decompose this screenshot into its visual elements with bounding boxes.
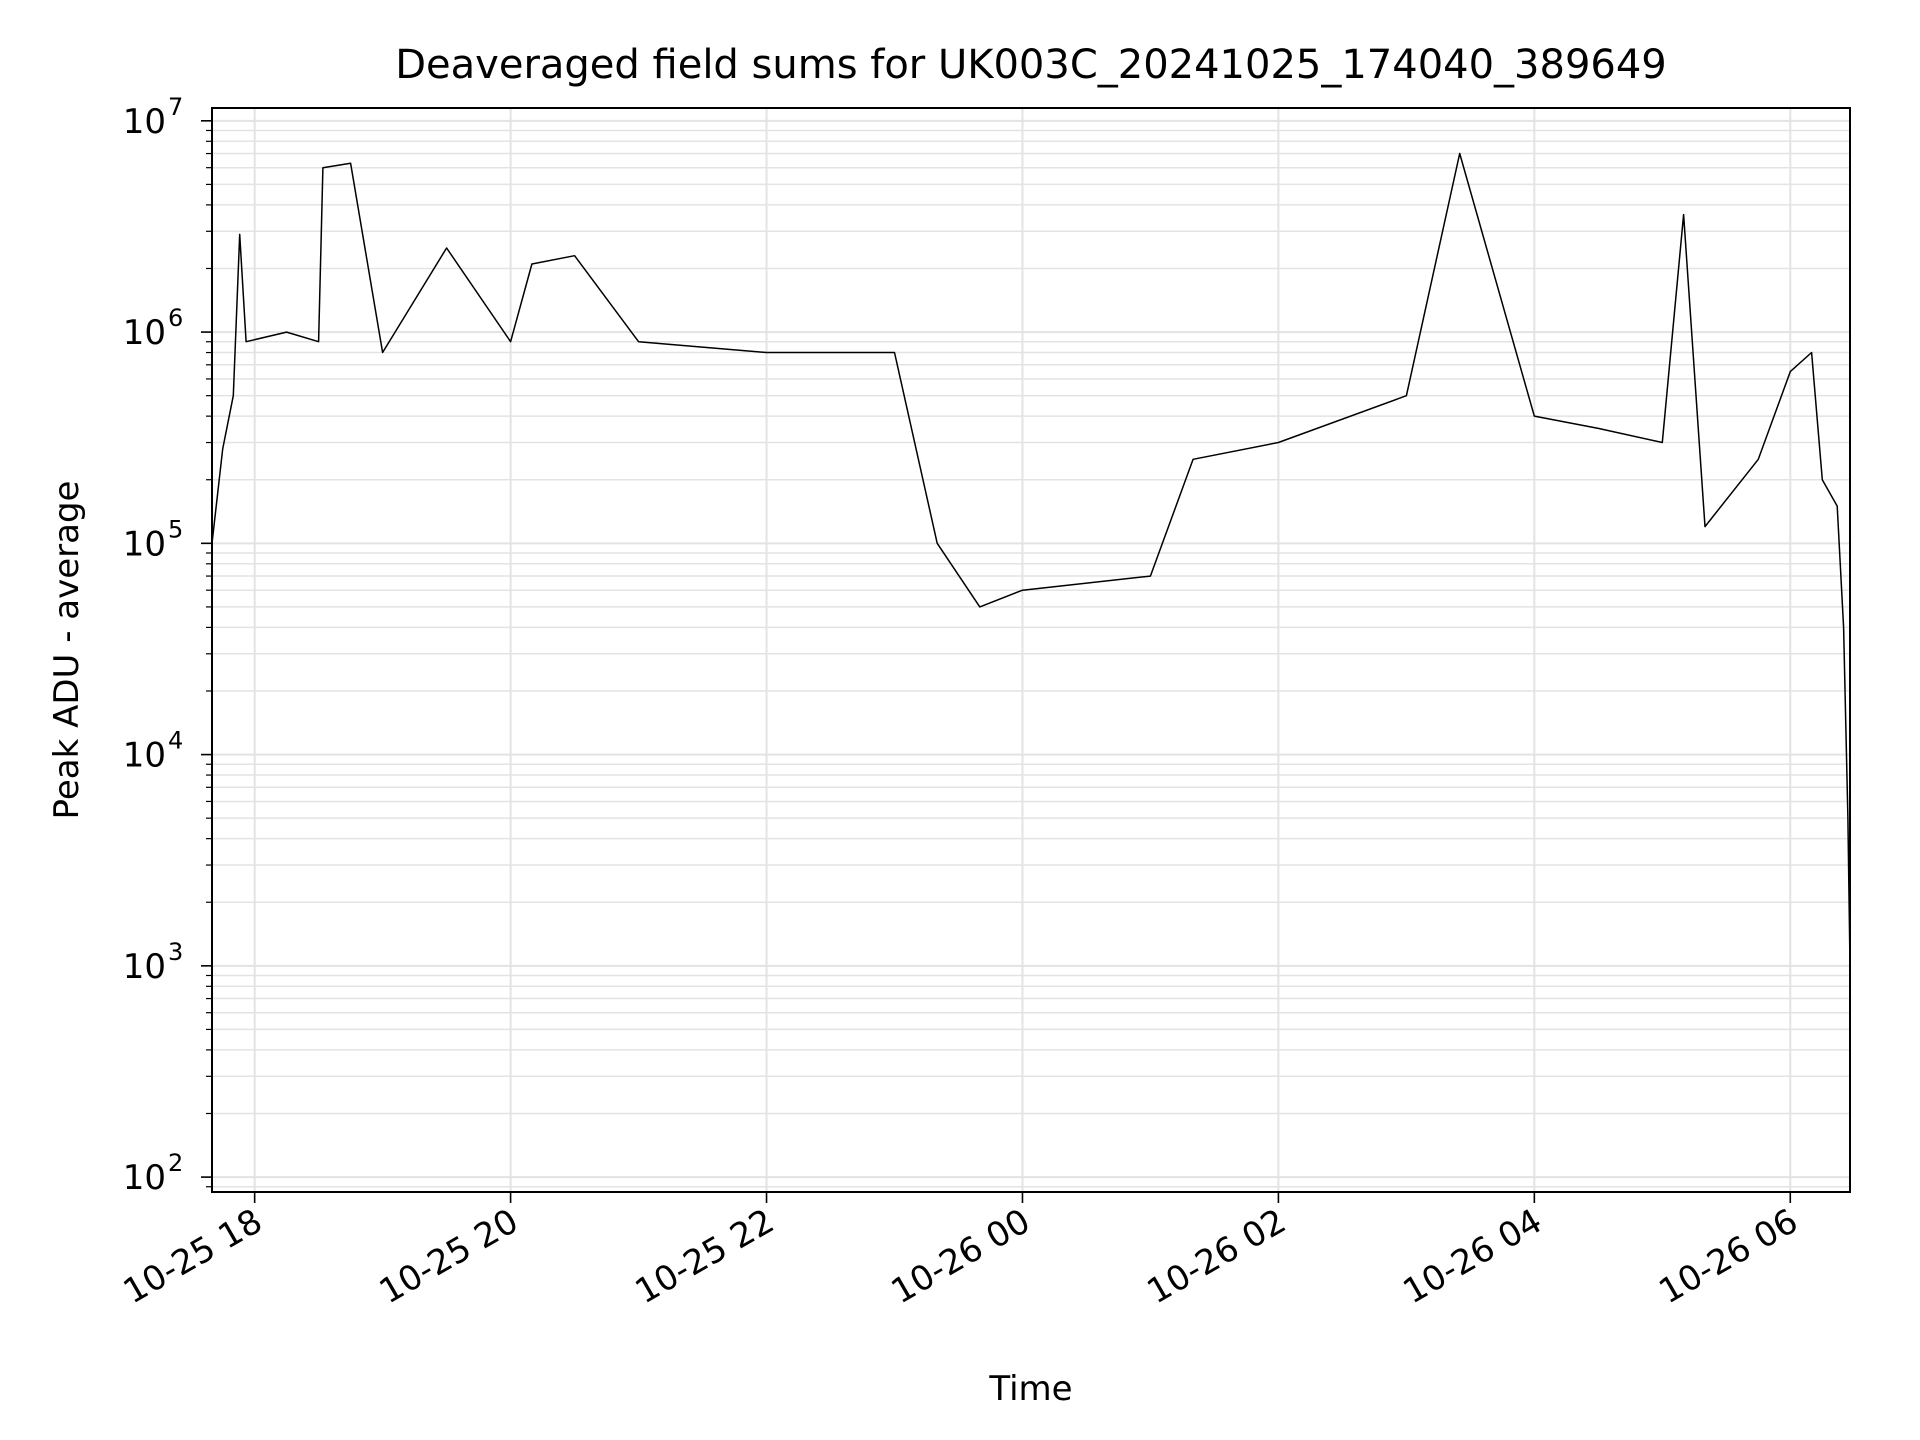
y-tick-exponent: 4 — [168, 727, 183, 755]
data-series — [211, 152, 1851, 966]
y-tick-label: 10 — [123, 524, 166, 564]
y-tick-label: 10 — [123, 736, 166, 776]
y-tick-exponent: 2 — [168, 1149, 183, 1177]
y-tick-exponent: 5 — [168, 515, 183, 543]
series-line — [211, 152, 1851, 966]
y-tick-label: 10 — [123, 1158, 166, 1198]
x-axis-label: Time — [988, 1369, 1072, 1409]
grid — [212, 108, 1850, 1192]
y-axis-label: Peak ADU - average — [47, 481, 87, 820]
y-tick-label: 10 — [123, 102, 166, 142]
y-tick-exponent: 6 — [168, 304, 183, 332]
y-tick-label: 10 — [123, 947, 166, 987]
plot-frame — [211, 107, 1851, 1193]
chart-title: Deaveraged field sums for UK003C_2024102… — [395, 42, 1666, 88]
y-tick-exponent: 3 — [168, 938, 183, 966]
y-tick-exponent: 7 — [168, 93, 183, 121]
y-tick-label: 10 — [123, 313, 166, 353]
